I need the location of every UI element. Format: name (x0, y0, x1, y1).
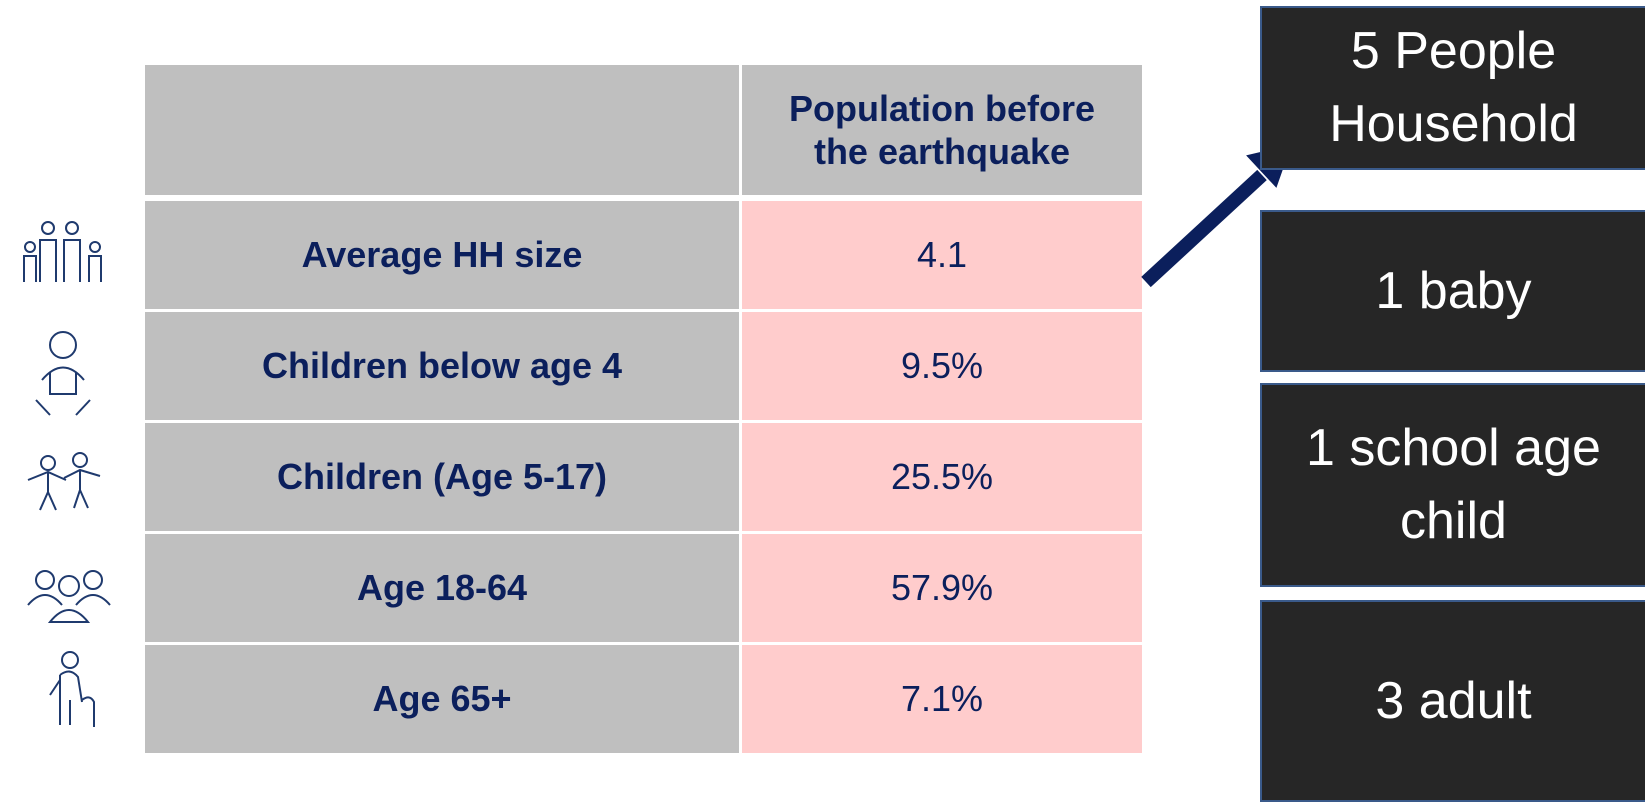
elderly-icon (49, 651, 95, 727)
row-value: 9.5% (742, 312, 1142, 420)
family-icon (23, 221, 102, 282)
row-label: Average HH size (145, 201, 739, 309)
summary-box: 3 adult (1260, 600, 1645, 802)
row-label: Age 18-64 (145, 534, 739, 642)
corner-cell (145, 65, 739, 195)
baby-icon (35, 331, 91, 416)
summary-box: 1 school age child (1260, 383, 1645, 587)
row-value: 4.1 (742, 201, 1142, 309)
group-icon (27, 570, 111, 623)
row-label: Children (Age 5-17) (145, 423, 739, 531)
children-icon (27, 452, 101, 511)
summary-box: 5 People Household (1260, 6, 1645, 170)
row-label: Age 65+ (145, 645, 739, 753)
row-value: 25.5% (742, 423, 1142, 531)
row-value: 57.9% (742, 534, 1142, 642)
summary-box: 1 baby (1260, 210, 1645, 372)
row-value: 7.1% (742, 645, 1142, 753)
row-label: Children below age 4 (145, 312, 739, 420)
column-header: Population before the earthquake (742, 65, 1142, 195)
